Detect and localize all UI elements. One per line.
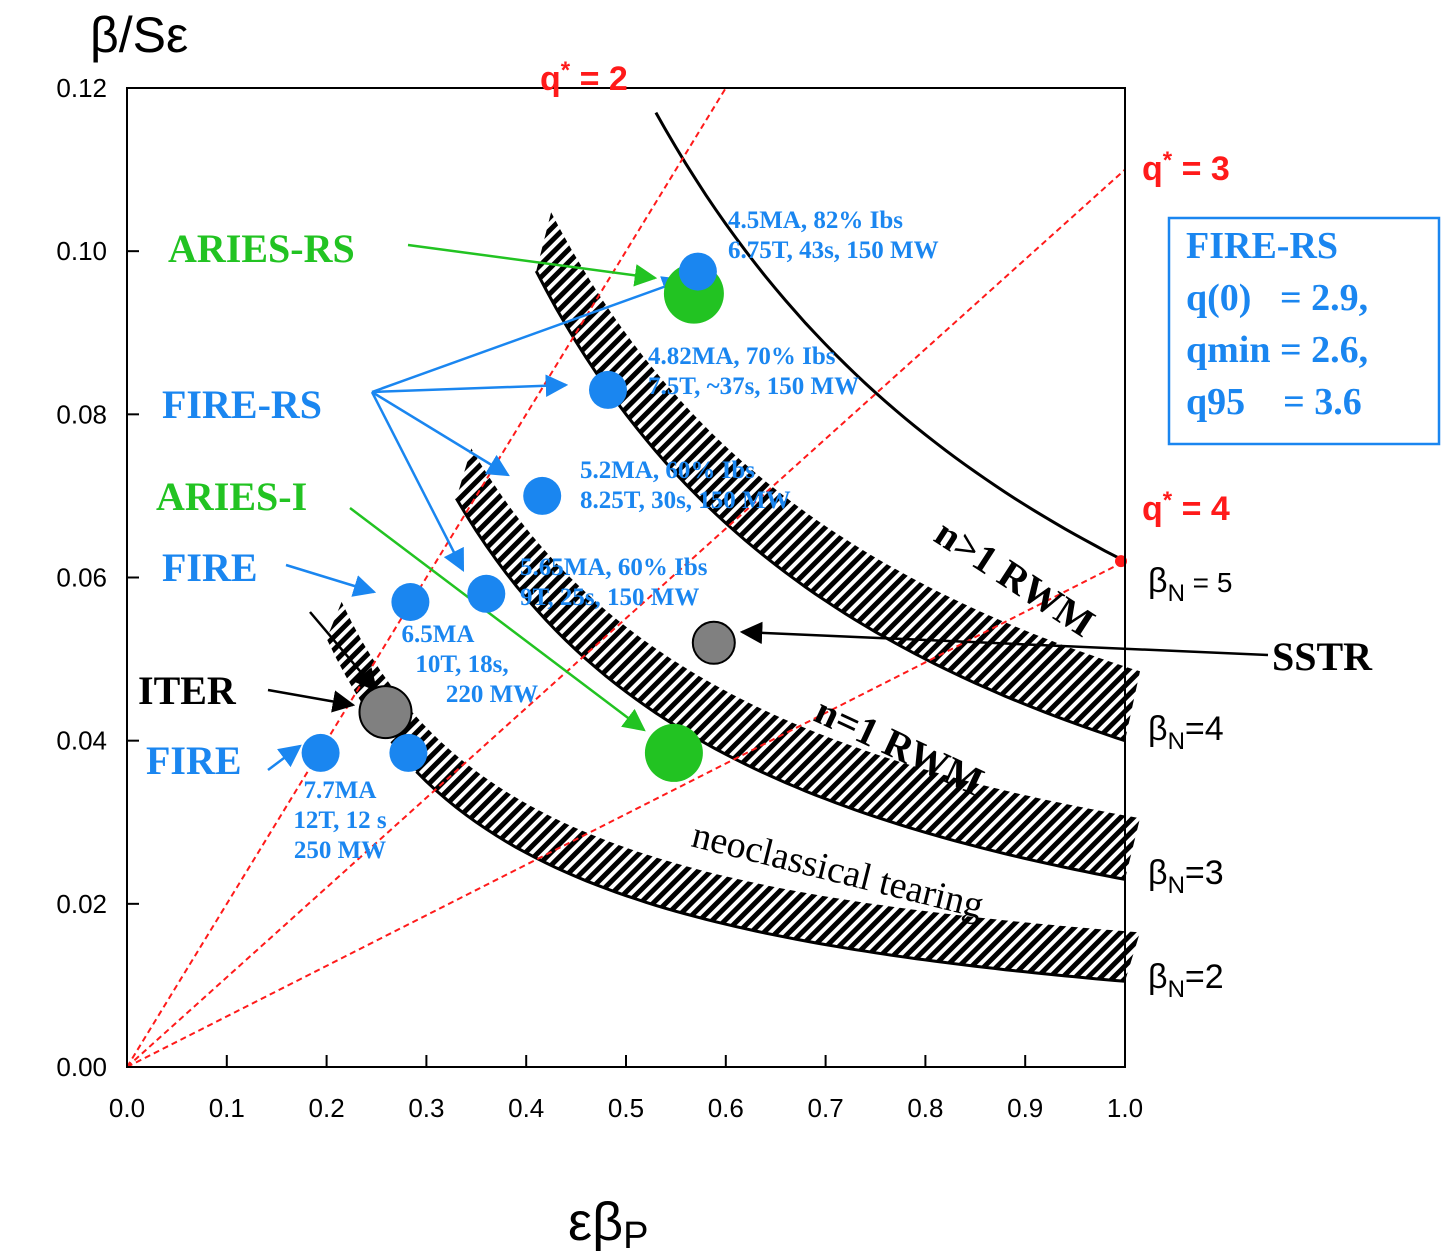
point-fire <box>389 733 428 772</box>
x-tick-label: 0.1 <box>209 1093 245 1123</box>
q-star-line <box>126 168 1126 1068</box>
point-info-text: 250 MW <box>294 837 386 864</box>
beta-n-curve <box>654 111 1126 563</box>
point-fire-rs <box>678 252 717 291</box>
info-box-title: FIRE-RS <box>1186 225 1338 267</box>
stability-band <box>326 601 1141 982</box>
label-aries-i: ARIES-I <box>156 474 307 519</box>
point-info-text: 10T, 18s, <box>415 651 508 678</box>
q-star-labels: q* = 2 q* = 3 q* = 4 <box>540 57 1230 528</box>
x-tick-label: 0.8 <box>907 1093 943 1123</box>
label-fire-lower: FIRE <box>146 738 242 783</box>
y-tick-label: 0.08 <box>56 399 107 429</box>
point-info-text: 7.7MA <box>304 777 377 804</box>
q-star-label: q* = 3 <box>1142 147 1230 188</box>
point-info-text: 7.5T, ~37s, 150 MW <box>648 373 859 400</box>
x-tick-label: 0.0 <box>109 1093 145 1123</box>
beta-n-label: βN=2 <box>1148 958 1224 1003</box>
q-star-label: q* = 4 <box>1142 487 1230 528</box>
x-axis-ticks: 0.0 0.1 0.2 0.3 0.4 0.5 0.6 0.7 0.8 0.9 1.0 <box>109 1055 1143 1123</box>
label-fire-rs: FIRE-RS <box>162 382 322 427</box>
beta-n-label: βN = 5 <box>1148 562 1232 607</box>
point-info-text: 5.65MA, 60% Ibs <box>520 554 708 581</box>
x-axis-label-main: εβ <box>568 1192 623 1252</box>
x-axis-label: εβP <box>568 1192 649 1257</box>
y-tick-label: 0.00 <box>56 1052 107 1082</box>
point-info-labels: 4.5MA, 82% Ibs 6.75T, 43s, 150 MW 4.82MA, … <box>293 207 938 864</box>
beta-n-curves <box>415 111 1126 983</box>
point-fire-rs <box>523 476 562 515</box>
y-tick-label: 0.10 <box>56 236 107 266</box>
point-info-text: 9T, 25s, 150 MW <box>520 584 699 611</box>
y-tick-label: 0.02 <box>56 889 107 919</box>
fire-rs-info-box: FIRE-RS q(0) = 2.9, qmin = 2.6, q95 = 3.… <box>1167 216 1441 446</box>
x-tick-label: 0.4 <box>508 1093 544 1123</box>
y-tick-label: 0.06 <box>56 563 107 593</box>
beta-n-labels: βN = 5 βN=4 βN=3 βN=2 <box>1148 562 1232 1003</box>
stability-band <box>536 212 1140 741</box>
svg-text:εβP: εβP <box>568 1192 649 1257</box>
point-fire <box>301 733 340 772</box>
series-labels: ARIES-RS FIRE-RS ARIES-I FIRE ITER FIRE … <box>138 226 1373 783</box>
y-axis-ticks: 0.00 0.02 0.04 0.06 0.08 0.10 0.12 <box>56 73 139 1082</box>
point-fire <box>391 583 430 621</box>
label-iter: ITER <box>138 668 237 713</box>
point-info-text: 220 MW <box>446 681 538 708</box>
beta-n-curve <box>415 770 1126 983</box>
point-sstr <box>691 620 736 665</box>
x-tick-label: 0.6 <box>708 1093 744 1123</box>
q-star-line <box>126 87 727 1068</box>
label-fire-upper: FIRE <box>162 545 258 590</box>
label-sstr: SSTR <box>1272 634 1373 679</box>
y-tick-label: 0.04 <box>56 726 107 756</box>
point-fire-rs <box>467 574 506 613</box>
point-fire-rs <box>589 370 627 409</box>
x-tick-label: 0.2 <box>309 1093 345 1123</box>
x-tick-label: 0.5 <box>608 1093 644 1123</box>
q-star-line <box>126 560 1126 1068</box>
beta-n-curve <box>534 270 1126 743</box>
y-axis-label: β/Sε <box>90 7 188 63</box>
point-info-text: 6.5MA <box>402 621 475 648</box>
y-tick-label: 0.12 <box>56 73 107 103</box>
x-tick-label: 0.3 <box>408 1093 444 1123</box>
point-iter <box>358 685 413 740</box>
label-aries-rs: ARIES-RS <box>168 226 355 271</box>
data-points <box>301 252 736 782</box>
q-star-label: q* = 2 <box>540 57 628 98</box>
info-box-qmin: qmin = 2.6, <box>1186 329 1368 371</box>
x-tick-label: 0.7 <box>808 1093 844 1123</box>
beta-n-curve <box>455 497 1126 881</box>
annotation-arrows <box>267 243 1269 771</box>
x-axis-label-sub: P <box>623 1215 648 1257</box>
info-box-q0: q(0) = 2.9, <box>1186 277 1368 319</box>
x-tick-label: 1.0 <box>1107 1093 1143 1123</box>
point-info-text: 5.2MA, 60% Ibs <box>580 457 755 484</box>
point-aries-i <box>644 723 703 782</box>
point-info-text: 4.82MA, 70% Ibs <box>648 343 836 370</box>
point-info-text: 8.25T, 30s, 150 MW <box>580 487 791 514</box>
point-info-text: 4.5MA, 82% Ibs <box>728 207 903 234</box>
beta-n-label: βN=3 <box>1148 854 1224 899</box>
beta-n-label: βN=4 <box>1148 710 1224 755</box>
point-info-text: 6.75T, 43s, 150 MW <box>728 237 939 264</box>
x-tick-label: 0.9 <box>1007 1093 1043 1123</box>
info-box-q95: q95 = 3.6 <box>1186 381 1362 423</box>
point-info-text: 12T, 12 s <box>293 807 387 834</box>
